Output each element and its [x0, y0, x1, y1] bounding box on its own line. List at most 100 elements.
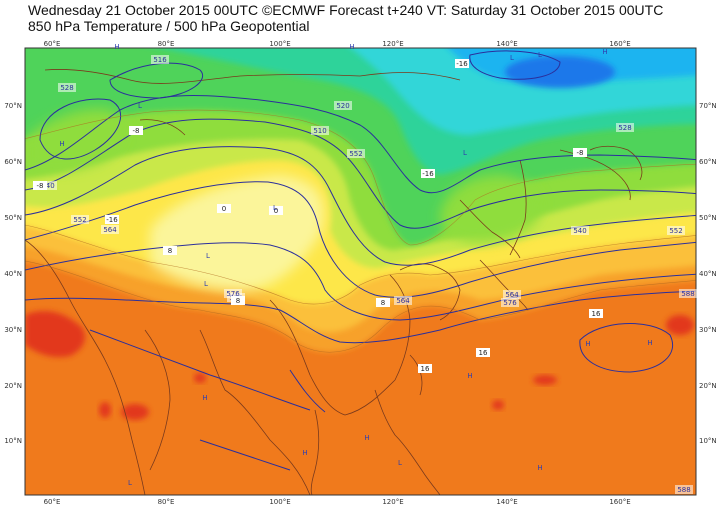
- chart-title-line-2: 850 hPa Temperature / 500 hPa Geopotenti…: [28, 18, 310, 34]
- temperature-label: -16: [106, 216, 118, 224]
- pressure-centre-marker: H: [585, 340, 590, 348]
- latitude-label: 50°N: [4, 214, 22, 222]
- label-background: [33, 181, 47, 190]
- label-background: [269, 206, 283, 215]
- pressure-centre-marker: L: [273, 204, 277, 212]
- temperature-band: [533, 375, 557, 385]
- temperature-label: 8: [381, 299, 385, 307]
- label-background: [224, 289, 242, 298]
- label-background: [376, 298, 390, 307]
- geopotential-label: 528: [618, 124, 631, 132]
- label-background: [129, 126, 143, 135]
- coastlines: [25, 69, 643, 495]
- latitude-labels-left: 70°N 60°N 50°N 40°N 30°N 20°N 10°N: [4, 102, 22, 445]
- longitude-label: 140°E: [496, 498, 517, 506]
- latitude-label: 60°N: [699, 158, 717, 166]
- geopotential-label: 528: [60, 84, 73, 92]
- pressure-centre-marker: L: [398, 459, 402, 467]
- temperature-contours: [25, 109, 696, 353]
- latitude-label: 50°N: [699, 214, 717, 222]
- longitude-label: 120°E: [382, 40, 403, 48]
- label-background: [679, 289, 697, 298]
- geopotential-label: 552: [73, 216, 86, 224]
- geopotential-label: 588: [677, 486, 690, 494]
- temperature-band: [99, 402, 111, 418]
- label-background: [151, 55, 169, 64]
- temperature-label: -8: [37, 182, 44, 190]
- map-frame: [24, 47, 697, 496]
- temperature-label: 8: [236, 297, 240, 305]
- longitude-label: 140°E: [496, 40, 517, 48]
- latitude-label: 60°N: [4, 158, 22, 166]
- pressure-centres: H H H H L L L L L H H H H L H L H H L L: [59, 43, 652, 487]
- label-background: [667, 226, 685, 235]
- latitude-label: 70°N: [699, 102, 717, 110]
- pressure-centre-marker: H: [602, 48, 607, 56]
- temperature-label: 0: [222, 205, 226, 213]
- longitude-label: 60°E: [44, 40, 61, 48]
- temperature-field: [25, 48, 696, 495]
- longitude-label: 100°E: [269, 498, 290, 506]
- pressure-centre-marker: H: [364, 434, 369, 442]
- latitude-label: 40°N: [699, 270, 717, 278]
- label-background: [39, 181, 57, 190]
- chart-title-line-1: Wednesday 21 October 2015 00UTC ©ECMWF F…: [28, 2, 664, 18]
- pressure-centre-marker: L: [206, 252, 210, 260]
- pressure-centre-marker: L: [138, 102, 142, 110]
- temperature-label: -16: [422, 170, 434, 178]
- longitude-labels-bottom: 60°E 80°E 100°E 120°E 140°E 160°E: [44, 498, 631, 506]
- temperature-labels: -16 -8 -8 -16 -8 -16 0 0 8 8 8 16 16 16: [33, 59, 603, 373]
- latitude-labels-right: 70°N 60°N 50°N 40°N 30°N 20°N 10°N: [699, 102, 717, 445]
- pressure-centre-marker: L: [128, 479, 132, 487]
- pressure-centre-marker: L: [463, 149, 467, 157]
- label-background: [589, 309, 603, 318]
- label-background: [571, 226, 589, 235]
- temperature-label: 8: [168, 247, 172, 255]
- label-background: [311, 126, 329, 135]
- label-background: [394, 296, 412, 305]
- longitude-label: 100°E: [269, 40, 290, 48]
- latitude-label: 10°N: [699, 437, 717, 445]
- geopotential-label: 564: [103, 226, 117, 234]
- label-background: [217, 204, 231, 213]
- geopotential-label: 540: [41, 182, 54, 190]
- temperature-label: 0: [274, 207, 278, 215]
- longitude-label: 60°E: [44, 498, 61, 506]
- longitude-label: 80°E: [158, 498, 175, 506]
- longitude-label: 120°E: [382, 498, 403, 506]
- label-background: [101, 225, 119, 234]
- geopotential-label: 564: [396, 297, 410, 305]
- pressure-centre-marker: H: [647, 339, 652, 347]
- longitude-label: 160°E: [609, 498, 630, 506]
- longitude-label: 80°E: [158, 40, 175, 48]
- label-background: [616, 123, 634, 132]
- geopotential-labels: 5165285205105525405645525765285405525645…: [39, 55, 697, 494]
- pressure-centre-marker: L: [204, 280, 208, 288]
- pressure-centre-marker: L: [510, 54, 514, 62]
- temperature-band: [194, 373, 206, 383]
- label-background: [163, 246, 177, 255]
- latitude-label: 20°N: [699, 382, 717, 390]
- pressure-centre-marker: H: [537, 464, 542, 472]
- label-background: [501, 298, 519, 307]
- geopotential-label: 540: [573, 227, 586, 235]
- label-background: [71, 215, 89, 224]
- latitude-label: 70°N: [4, 102, 22, 110]
- temperature-label: -8: [577, 149, 584, 157]
- geopotential-label: 552: [349, 150, 362, 158]
- label-background: [58, 83, 76, 92]
- label-background: [105, 215, 119, 224]
- pressure-centre-marker: H: [467, 372, 472, 380]
- label-background: [455, 59, 469, 68]
- pressure-centre-marker: H: [302, 449, 307, 457]
- label-background: [476, 348, 490, 357]
- pressure-centre-marker: H: [349, 43, 354, 51]
- temperature-band: [505, 56, 615, 88]
- label-background: [573, 148, 587, 157]
- latitude-label: 30°N: [4, 326, 22, 334]
- temperature-band: [440, 175, 541, 243]
- label-background: [334, 101, 352, 110]
- geopotential-label: 520: [336, 102, 349, 110]
- temperature-label: 16: [421, 365, 430, 373]
